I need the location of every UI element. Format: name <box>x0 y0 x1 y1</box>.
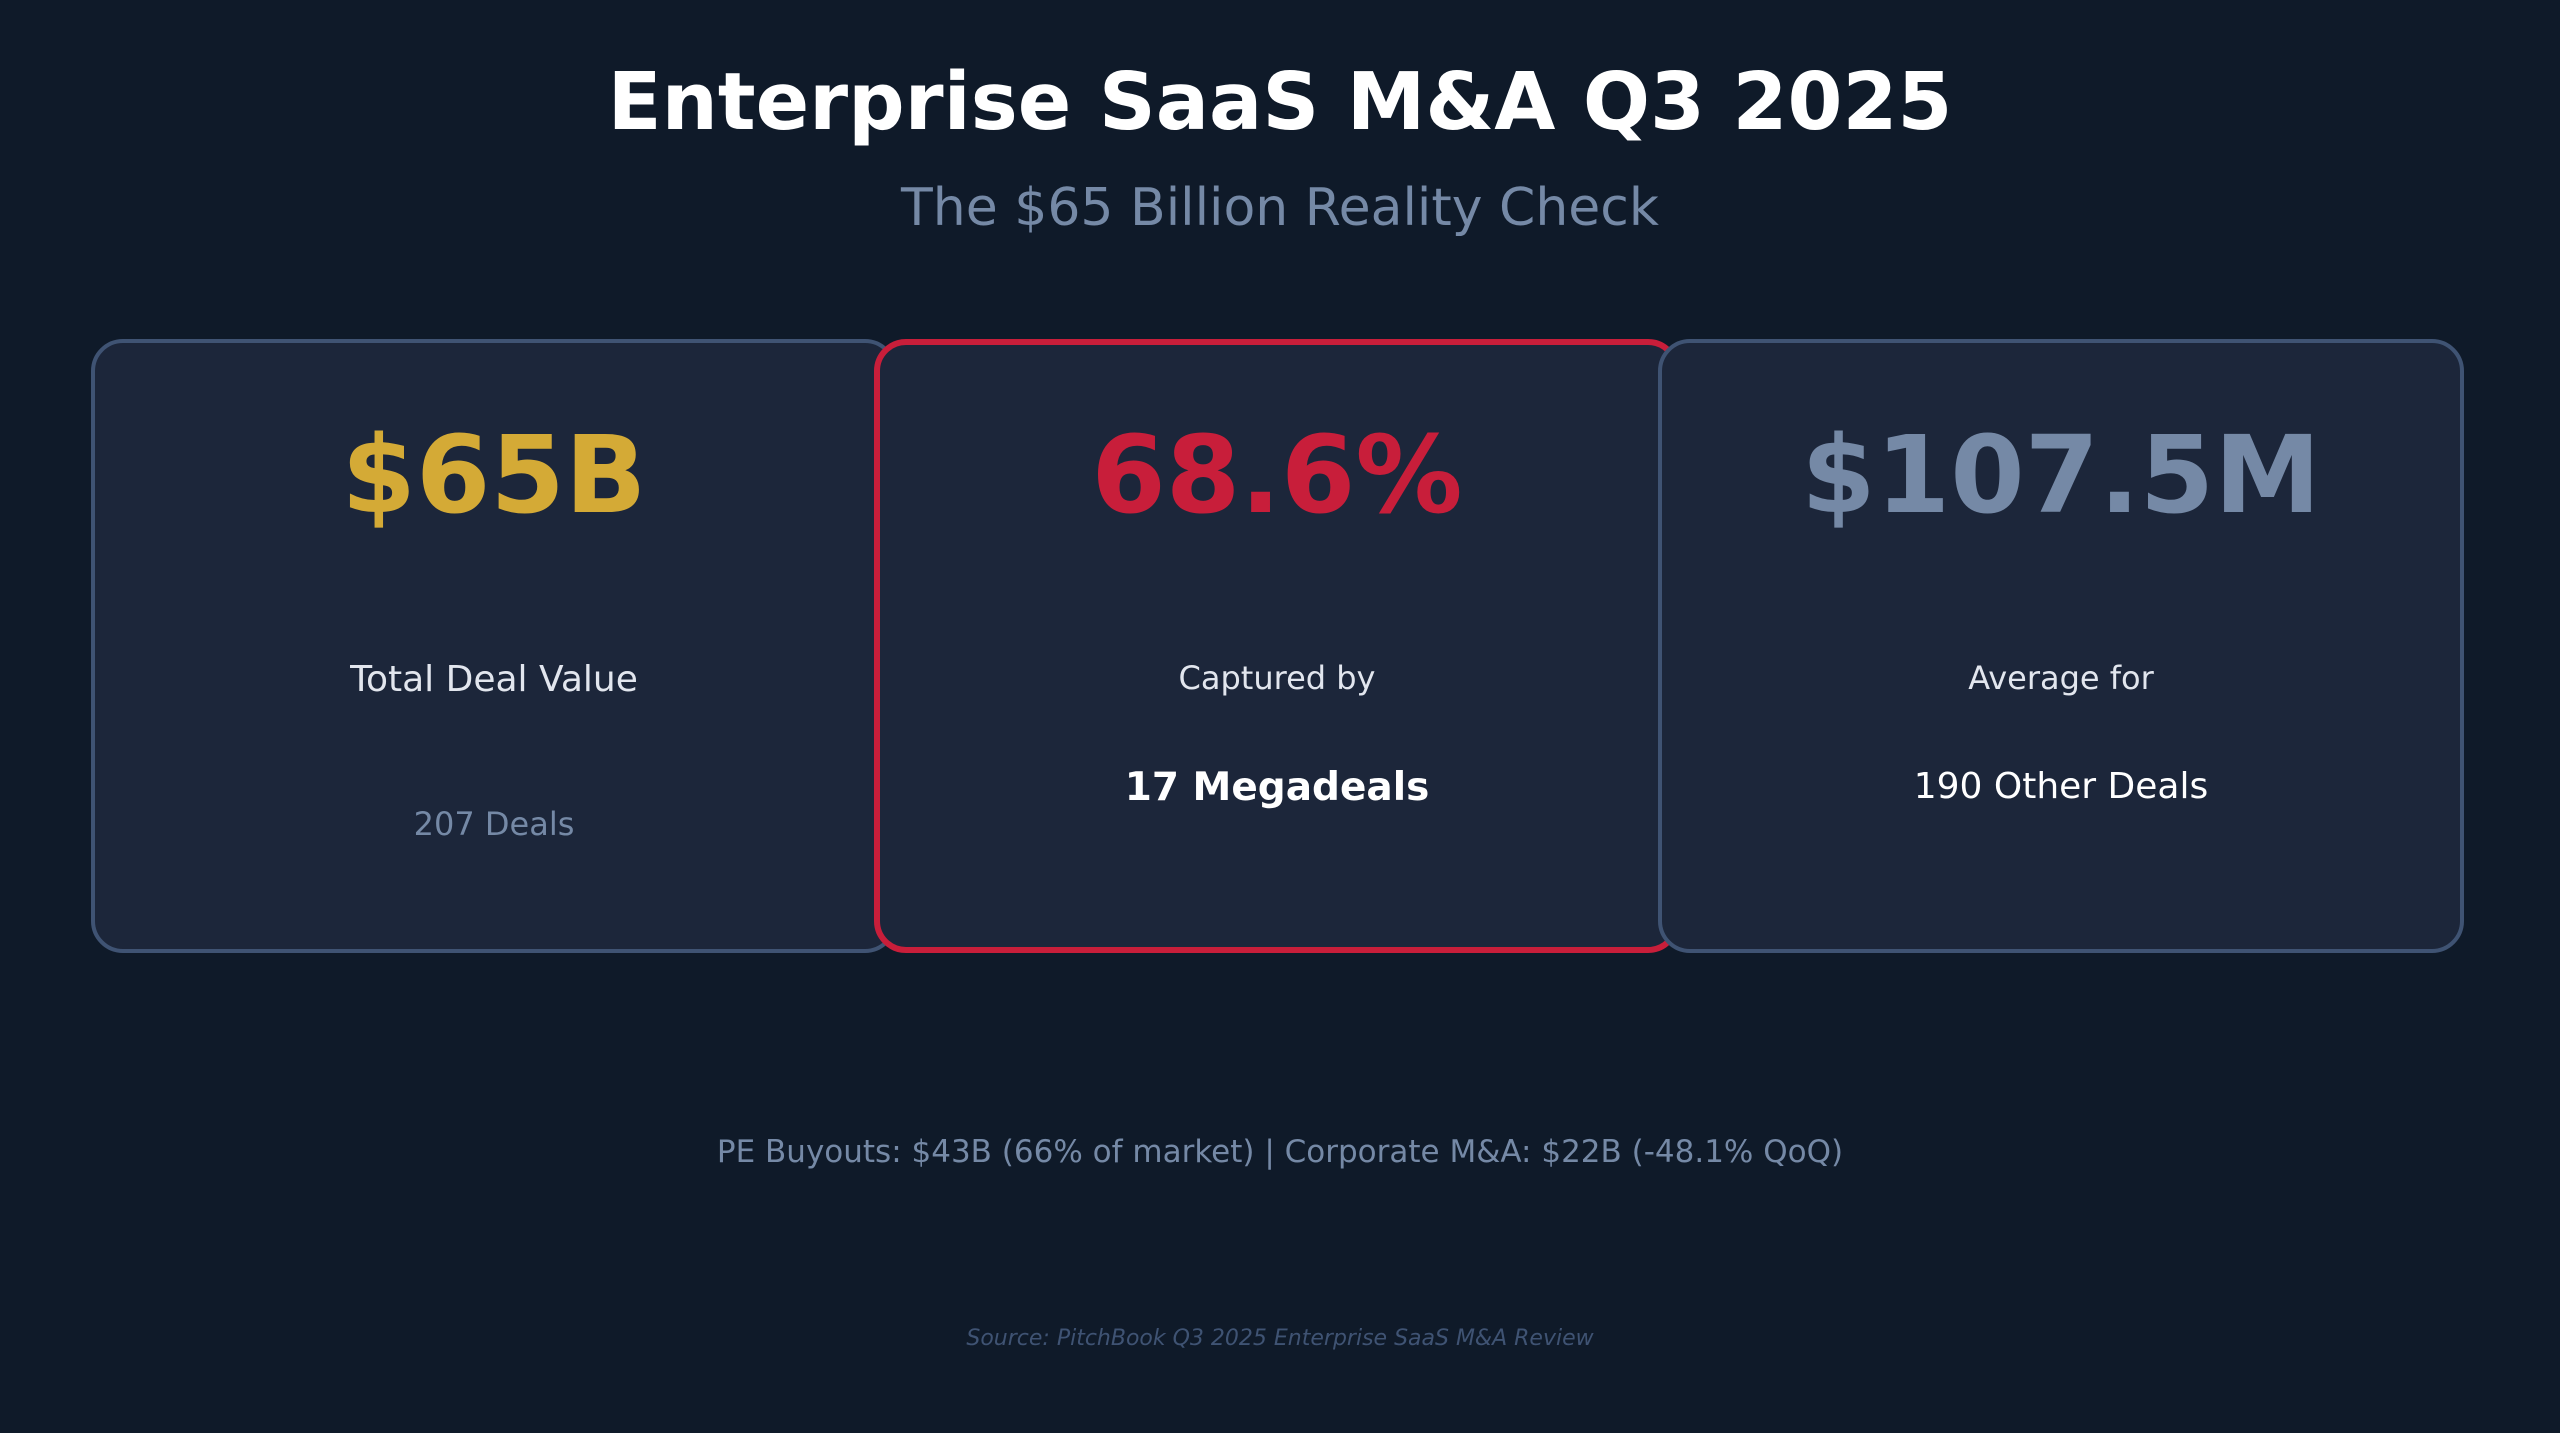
page-subtitle: The $65 Billion Reality Check <box>901 178 1659 238</box>
stat-label: Captured by <box>1178 659 1376 697</box>
stat-sublabel: 17 Megadeals <box>1124 765 1430 810</box>
source-note: Source: PitchBook Q3 2025 Enterprise Saa… <box>966 1326 1594 1351</box>
stat-value: 68.6% <box>1091 414 1463 538</box>
stat-card-megadeals: 68.6% Captured by 17 Megadeals <box>874 339 1680 953</box>
stat-value: $65B <box>341 414 647 538</box>
stat-sublabel: 207 Deals <box>413 805 575 843</box>
stat-value: $107.5M <box>1801 414 2321 538</box>
stat-sublabel: 190 Other Deals <box>1913 766 2209 807</box>
page-title: Enterprise SaaS M&A Q3 2025 <box>607 56 1953 148</box>
market-summary: PE Buyouts: $43B (66% of market) | Corpo… <box>716 1134 1844 1170</box>
stat-card-average: $107.5M Average for 190 Other Deals <box>1658 339 2464 953</box>
stat-label: Total Deal Value <box>350 659 638 700</box>
stat-label: Average for <box>1968 659 2154 697</box>
stat-card-total-value: $65B Total Deal Value 207 Deals <box>91 339 897 953</box>
